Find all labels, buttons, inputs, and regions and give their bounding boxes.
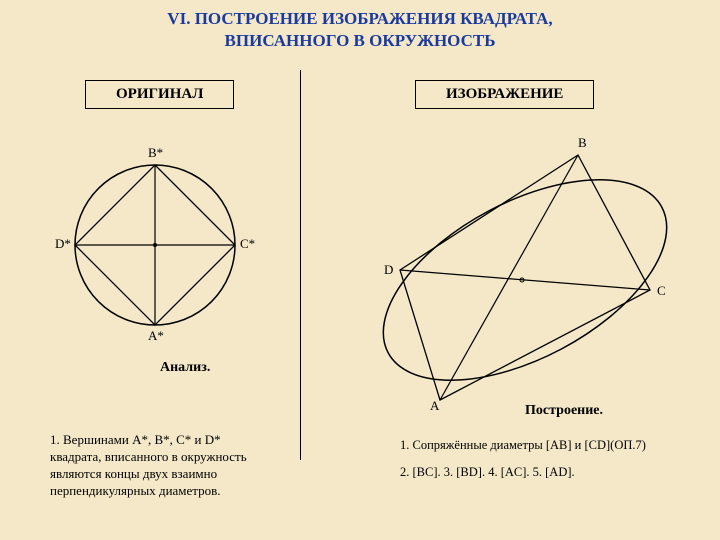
analysis-text: 1. Вершинами A*, B*, C* и D* квадрата, в… xyxy=(50,432,275,500)
image-figure xyxy=(300,0,720,420)
label-A: A xyxy=(430,398,439,414)
step-2: 2. [BC]. 3. [BD]. 4. [AC]. 5. [AD]. xyxy=(400,465,710,480)
label-B: B xyxy=(578,135,587,151)
diameter-CD xyxy=(400,270,650,290)
construction-heading: Построение. xyxy=(525,403,603,419)
label-Astar: A* xyxy=(148,328,164,344)
label-C: C xyxy=(657,283,666,299)
label-Dstar: D* xyxy=(55,236,71,252)
inscribed-parallelogram xyxy=(400,155,650,400)
step-1: 1. Сопряжённые диаметры [AB] и [CD](ОП.7… xyxy=(400,438,700,453)
label-D: D xyxy=(384,262,393,278)
label-Bstar: B* xyxy=(148,145,163,161)
label-Cstar: C* xyxy=(240,236,255,252)
analysis-heading: Анализ. xyxy=(160,360,210,376)
image-ellipse xyxy=(352,138,699,420)
